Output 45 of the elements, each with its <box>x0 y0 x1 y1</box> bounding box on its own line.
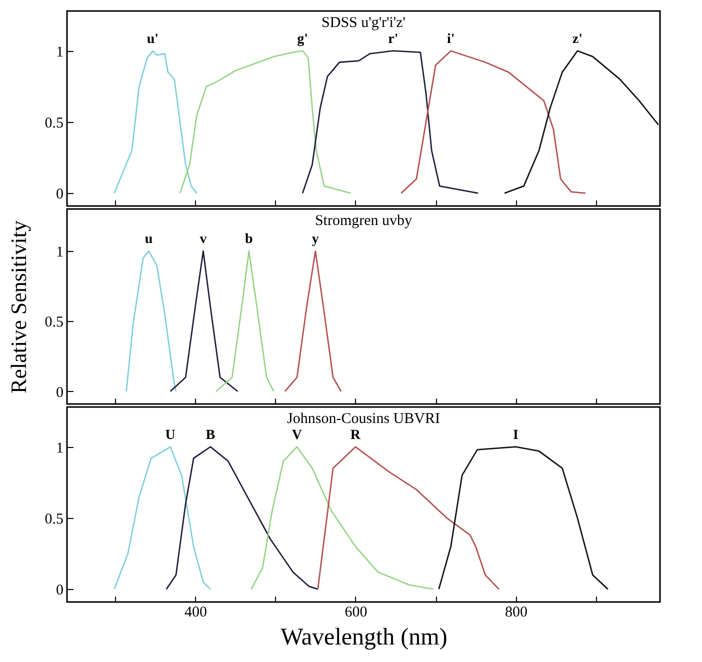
series-label: R <box>350 428 362 443</box>
y-tick-label: 1 <box>56 244 64 261</box>
line-series <box>114 446 212 590</box>
x-tick-label: 800 <box>505 604 528 620</box>
series-label: i' <box>446 32 455 47</box>
series-label: U <box>165 428 176 443</box>
y-axis-title: Relative Sensitivity <box>6 220 31 394</box>
chart-title: Stromgren uvby <box>314 213 413 229</box>
series-label: V <box>292 428 302 443</box>
line-series <box>438 446 609 590</box>
series-label: u <box>144 232 153 248</box>
x-tick-label: 400 <box>184 604 207 620</box>
y-tick-label: 1 <box>56 440 64 456</box>
line-series <box>302 50 479 194</box>
line-series <box>504 50 660 194</box>
line-series <box>166 446 319 590</box>
line-series <box>250 446 434 590</box>
line-series <box>400 50 586 194</box>
line-series <box>179 50 352 194</box>
line-series <box>170 250 238 392</box>
y-tick-label: 0 <box>56 384 64 401</box>
line-series <box>114 50 198 194</box>
line-series <box>317 446 500 590</box>
series-label: B <box>206 428 216 443</box>
x-tick-label: 600 <box>344 604 368 620</box>
series-label: b <box>245 232 254 248</box>
y-tick-label: 0.5 <box>44 512 64 528</box>
series-label: r' <box>388 32 398 47</box>
series-label: u' <box>146 32 159 47</box>
y-tick-label: 0.5 <box>44 116 64 132</box>
x-axis-title: Wavelength (nm) <box>280 624 448 650</box>
line-series <box>126 250 177 392</box>
chart-title: SDSS u'g'r'i'z' <box>322 15 406 31</box>
series-label: z' <box>572 32 583 47</box>
chart-title: Johnson-Cousins UBVRI <box>287 411 440 427</box>
series-label: v <box>200 232 207 248</box>
series-label: I <box>513 428 518 443</box>
line-series <box>215 250 274 392</box>
series-label: y <box>312 232 319 248</box>
line-series <box>284 250 342 392</box>
y-tick-label: 0 <box>56 582 64 599</box>
y-tick-label: 1 <box>56 44 64 60</box>
series-label: g' <box>297 32 308 47</box>
y-tick-label: 0 <box>56 186 64 203</box>
y-tick-label: 0.5 <box>44 314 64 331</box>
